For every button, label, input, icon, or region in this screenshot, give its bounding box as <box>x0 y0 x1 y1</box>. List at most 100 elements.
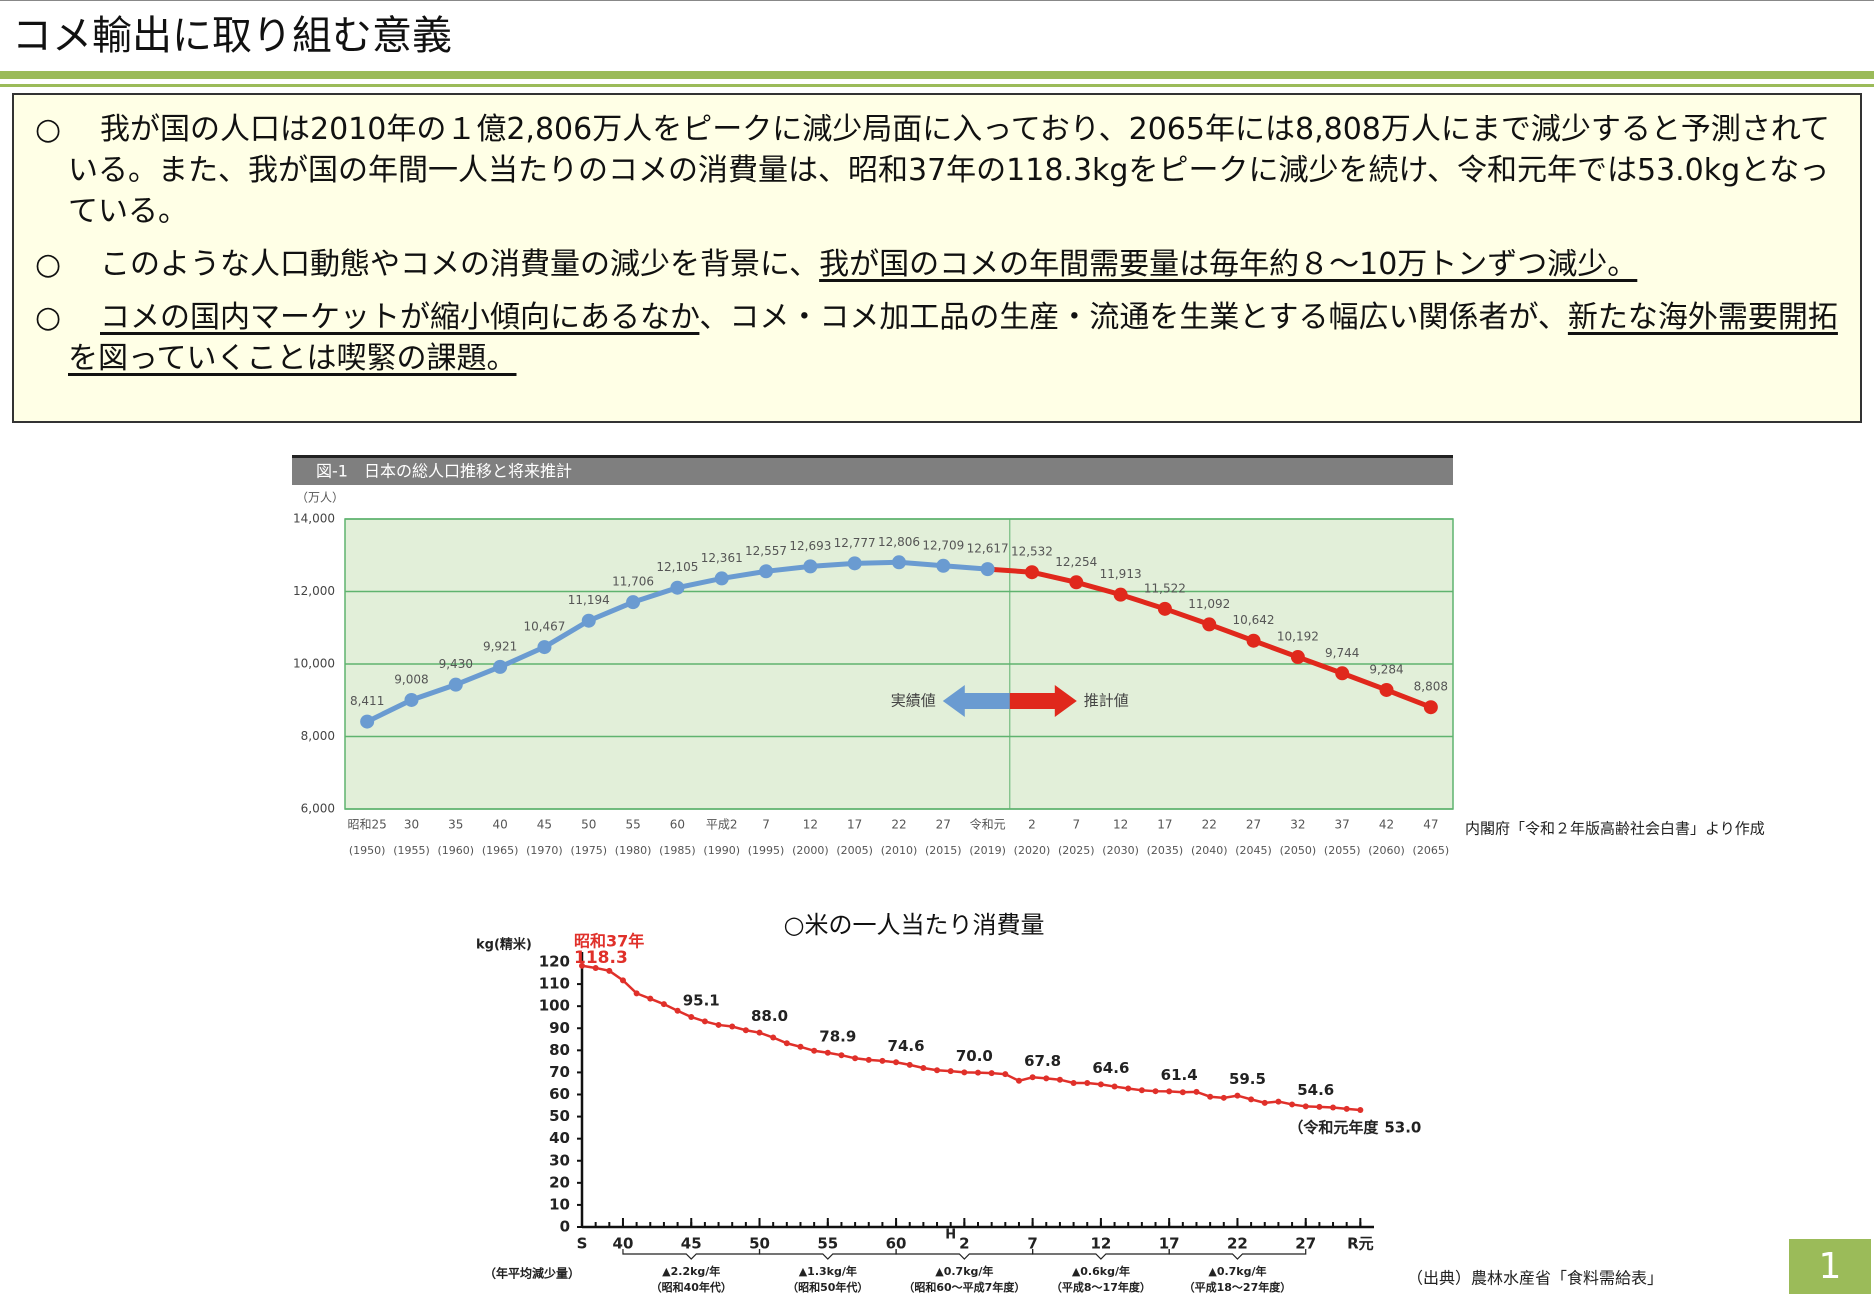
data-label: 10,642 <box>1233 613 1275 627</box>
data-point <box>1166 1088 1173 1095</box>
periods-title: （年平均減少量） <box>484 1266 580 1281</box>
x-tick-year: (1965) <box>482 844 519 857</box>
bullet-text: 、コメ・コメ加工品の生産・流通を生業とする幅広い関係者が、 <box>699 300 1568 335</box>
data-point <box>756 1029 763 1036</box>
data-point <box>626 595 641 610</box>
x-tick-label: 22 <box>1227 1235 1248 1253</box>
x-tick-label: S <box>577 1235 588 1253</box>
data-point <box>1056 1076 1063 1083</box>
x-tick-label: 55 <box>817 1235 838 1253</box>
data-point <box>865 1056 872 1063</box>
data-point <box>404 692 419 707</box>
data-point <box>714 571 729 586</box>
x-tick-label: 27 <box>1246 818 1261 832</box>
series-connector <box>987 566 1033 575</box>
data-label: 78.9 <box>819 1027 856 1045</box>
data-point <box>1043 1075 1050 1082</box>
x-tick-label: 30 <box>404 818 419 832</box>
data-point <box>674 1007 681 1014</box>
legend-arrow <box>942 685 1010 717</box>
data-point <box>961 1069 968 1076</box>
y-axis-title: kg(精米) <box>476 937 532 953</box>
period-brace <box>1168 1249 1307 1260</box>
period-rate: ▲1.3kg/年 <box>799 1264 857 1278</box>
x-tick-label: 17 <box>1159 1235 1180 1253</box>
chart-title: ○米の一人当たり消費量 <box>784 911 1045 939</box>
data-point <box>980 562 995 577</box>
page-number: 1 <box>1789 1239 1871 1294</box>
series-line <box>1031 569 1432 710</box>
x-tick-label: 55 <box>625 818 640 832</box>
data-point <box>1111 1083 1118 1090</box>
data-point <box>847 556 862 571</box>
data-point <box>893 1059 900 1066</box>
bullet: ○ 我が国の人口は2010年の１億2,806万人をピークに減少局面に入っており、2… <box>14 109 1850 232</box>
data-point <box>729 1023 736 1030</box>
x-tick-label: 12 <box>803 818 818 832</box>
series-line <box>581 964 1361 1112</box>
x-tick-year: (1995) <box>748 844 785 857</box>
x-tick-year: (1955) <box>393 844 430 857</box>
data-point <box>688 1013 695 1020</box>
x-tick-year: (1970) <box>526 844 563 857</box>
y-tick-label: 8,000 <box>301 729 335 743</box>
data-label: 9,744 <box>1325 646 1359 660</box>
data-point <box>619 977 626 984</box>
x-tick-label: 32 <box>1290 818 1305 832</box>
peak-note: 昭和37年 <box>574 931 644 950</box>
x-tick-label: 平成2 <box>706 818 738 832</box>
x-tick-year: (1975) <box>570 844 607 857</box>
x-tick-year: (1960) <box>438 844 475 857</box>
data-point <box>803 559 818 574</box>
x-tick-year: (2050) <box>1280 844 1317 857</box>
x-tick-label: 7 <box>762 818 770 832</box>
x-tick-label: 40 <box>613 1235 634 1253</box>
data-label: 11,913 <box>1100 567 1142 581</box>
legend-label: 推計値 <box>1084 692 1129 710</box>
data-point <box>1179 1089 1186 1096</box>
bullet-text: 我が国の人口は2010年の１億2,806万人をピークに減少局面に入っており、20… <box>68 112 1830 229</box>
data-point <box>824 1049 831 1056</box>
data-point <box>1207 1093 1214 1100</box>
era-mark: H <box>945 1228 956 1243</box>
y-tick-label: 90 <box>549 1019 570 1037</box>
legend-arrow <box>1009 685 1077 717</box>
title-rule <box>0 71 1874 79</box>
data-point <box>633 990 640 997</box>
data-point <box>670 580 685 595</box>
x-tick-year: (2040) <box>1191 844 1228 857</box>
data-point <box>448 677 463 692</box>
data-point <box>811 1047 818 1054</box>
data-point <box>579 962 585 969</box>
bullet-text: コメの国内マーケットが縮小傾向にあるなか <box>100 300 700 335</box>
y-tick-label: 30 <box>549 1151 570 1169</box>
y-tick-label: 70 <box>549 1063 570 1081</box>
data-label: 10,192 <box>1277 630 1319 644</box>
data-label: 11,194 <box>568 593 610 607</box>
x-tick-label: 45 <box>537 818 552 832</box>
period-label: （平成8～17年度） <box>1051 1280 1151 1294</box>
x-tick-label: 7 <box>1072 818 1080 832</box>
x-tick-label: 27 <box>1295 1235 1316 1253</box>
data-point <box>975 1069 981 1076</box>
y-tick-label: 50 <box>549 1107 570 1125</box>
data-label: 12,617 <box>967 542 1009 556</box>
data-point <box>701 1018 708 1025</box>
bullet-marker: ○ <box>35 300 62 335</box>
data-label: 12,693 <box>789 539 831 553</box>
data-point <box>770 1034 777 1041</box>
data-point <box>1152 1088 1159 1095</box>
data-label: 11,092 <box>1188 597 1230 611</box>
y-tick-label: 110 <box>539 975 570 993</box>
data-point <box>879 1057 886 1064</box>
data-point <box>606 967 613 974</box>
x-tick-label: 12 <box>1113 818 1128 832</box>
data-point <box>493 659 508 674</box>
data-point <box>1070 1080 1077 1087</box>
x-tick-label: 45 <box>681 1235 702 1253</box>
data-point <box>947 1068 954 1075</box>
bullet: ○ コメの国内マーケットが縮小傾向にあるなか、コメ・コメ加工品の生産・流通を生業と… <box>14 297 1850 379</box>
bullet-text: 我が国のコメの年間需要量は毎年約８～10万トンずつ減少。 <box>819 247 1638 282</box>
data-label: 12,557 <box>745 544 787 558</box>
data-point <box>906 1061 913 1068</box>
